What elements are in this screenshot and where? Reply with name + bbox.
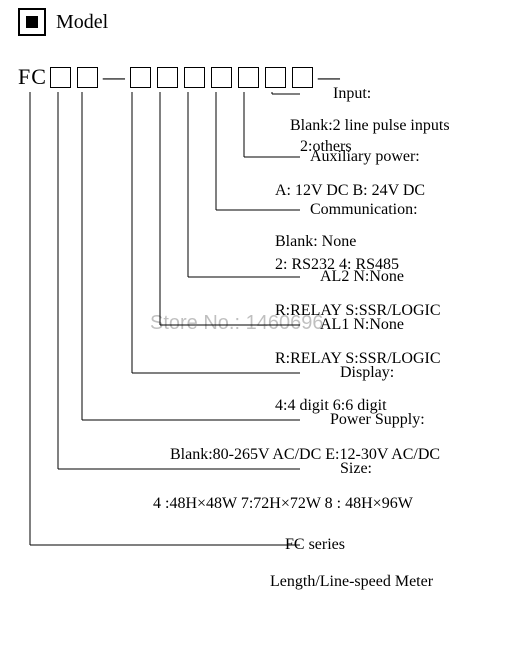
model-code-row: FC — — bbox=[18, 64, 342, 90]
connector-lines bbox=[0, 0, 514, 653]
bullet-icon bbox=[18, 8, 46, 36]
field-sub2-8: 2:others bbox=[300, 137, 352, 157]
slot-1 bbox=[50, 67, 71, 88]
field-sub-6: Blank: None bbox=[275, 232, 356, 252]
field-sub-8: Blank:2 line pulse inputs bbox=[290, 116, 450, 136]
header-label: Model bbox=[56, 11, 108, 34]
slot-5 bbox=[184, 67, 205, 88]
field-sub-7: A: 12V DC B: 24V DC bbox=[275, 181, 425, 201]
slot-3 bbox=[130, 67, 151, 88]
slot-8 bbox=[265, 67, 286, 88]
model-prefix: FC bbox=[18, 64, 47, 90]
slot-2 bbox=[77, 67, 98, 88]
dash-1: — bbox=[103, 64, 125, 90]
slot-9 bbox=[292, 67, 313, 88]
field-sub-0: Length/Line-speed Meter bbox=[270, 572, 433, 592]
slot-7 bbox=[238, 67, 259, 88]
field-title-8: Input: bbox=[333, 84, 371, 104]
field-sub-4: R:RELAY S:SSR/LOGIC bbox=[275, 349, 441, 369]
field-title-0: FC series bbox=[285, 535, 345, 555]
field-sub2-6: 2: RS232 4: RS485 bbox=[275, 255, 399, 275]
field-title-6: Communication: bbox=[310, 200, 418, 220]
field-sub-5: R:RELAY S:SSR/LOGIC bbox=[275, 301, 441, 321]
slot-6 bbox=[211, 67, 232, 88]
field-sub-2: Blank:80-265V AC/DC E:12-30V AC/DC bbox=[170, 445, 440, 465]
slot-4 bbox=[157, 67, 178, 88]
field-sub-1: 4 :48H×48W 7:72H×72W 8 : 48H×96W bbox=[153, 494, 413, 514]
field-sub-3: 4:4 digit 6:6 digit bbox=[275, 396, 387, 416]
